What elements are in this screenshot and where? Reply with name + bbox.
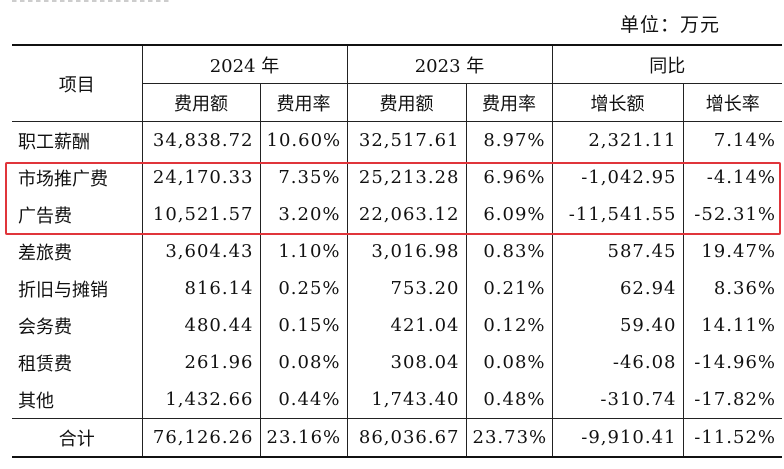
growth-value: -14.96%: [682, 344, 782, 381]
growth-value: -11.52%: [682, 418, 782, 458]
growth-value: 8.36%: [682, 270, 782, 307]
increase-value: -46.08: [551, 344, 684, 381]
amount-2024: 76,126.26: [141, 418, 261, 458]
increase-value: 587.45: [551, 233, 684, 270]
increase-value: -310.74: [551, 381, 684, 419]
table-row: 差旅费 3,604.43 1.10% 3,016.98 0.83% 587.45…: [12, 233, 782, 270]
rate-2024: 0.44%: [259, 381, 348, 419]
rate-2024: 7.35%: [259, 159, 348, 196]
amount-2023: 32,517.61: [346, 121, 467, 159]
amount-2023: 1,743.40: [346, 381, 467, 419]
rate-2024: 0.08%: [259, 344, 348, 381]
rate-2023-header: 费用率: [465, 83, 553, 122]
table-row: 租赁费 261.96 0.08% 308.04 0.08% -46.08 -14…: [12, 344, 782, 381]
total-label: 合计: [12, 418, 143, 458]
table-row: 广告费 10,521.57 3.20% 22,063.12 6.09% -11,…: [12, 196, 782, 233]
growth-value: 7.14%: [682, 121, 782, 159]
amount-2024: 480.44: [141, 307, 261, 344]
amount-2023: 86,036.67: [346, 418, 467, 458]
rate-2023: 6.96%: [465, 159, 553, 196]
amount-2024: 10,521.57: [141, 196, 261, 233]
rate-2023: 6.09%: [465, 196, 553, 233]
rate-2024: 0.25%: [259, 270, 348, 307]
year-2024-header: 2024 年: [141, 44, 348, 84]
amount-2023: 25,213.28: [346, 159, 467, 196]
row-item: 市场推广费: [12, 159, 143, 196]
table-row: 其他 1,432.66 0.44% 1,743.40 0.48% -310.74…: [12, 381, 782, 419]
year-2023-header: 2023 年: [346, 44, 553, 84]
rate-2024-header: 费用率: [259, 83, 348, 122]
rate-2023: 8.97%: [465, 121, 553, 159]
cropped-heading-remnant: [12, 0, 172, 2]
increase-value: -1,042.95: [551, 159, 684, 196]
table-row: 折旧与摊销 816.14 0.25% 753.20 0.21% 62.94 8.…: [12, 270, 782, 307]
amount-2023: 3,016.98: [346, 233, 467, 270]
table-row: 职工薪酬 34,838.72 10.60% 32,517.61 8.97% 2,…: [12, 121, 782, 159]
header-row-years: 项目 2024 年 2023 年 同比: [12, 44, 782, 122]
header-row-metrics: 费用额 费用率 费用额 费用率 增长额 增长率: [12, 83, 782, 122]
increase-value: -11,541.55: [551, 196, 684, 233]
amount-2024: 24,170.33: [141, 159, 261, 196]
row-item: 差旅费: [12, 233, 143, 270]
rate-2023: 0.12%: [465, 307, 553, 344]
rate-2024: 10.60%: [259, 121, 348, 159]
row-item: 职工薪酬: [12, 121, 143, 159]
growth-value: -4.14%: [682, 159, 782, 196]
row-item: 租赁费: [12, 344, 143, 381]
amount-2023-header: 费用额: [346, 83, 467, 122]
expense-table: 项目 2024 年 2023 年 同比 费用额 费用率 费用额 费用率 增长额 …: [12, 44, 782, 458]
amount-2024: 34,838.72: [141, 121, 261, 159]
rate-2024: 3.20%: [259, 196, 348, 233]
amount-2023: 308.04: [346, 344, 467, 381]
growth-value: 14.11%: [682, 307, 782, 344]
increase-value: -9,910.41: [551, 418, 684, 458]
amount-2024-header: 费用额: [142, 83, 261, 122]
increase-value: 2,321.11: [551, 121, 684, 159]
rate-2023: 0.48%: [465, 381, 553, 419]
increase-header: 增长额: [551, 83, 684, 122]
yoy-header: 同比: [551, 44, 782, 84]
item-header: 项目: [12, 44, 143, 122]
rate-2023: 0.21%: [465, 270, 553, 307]
growth-value: 19.47%: [682, 233, 782, 270]
total-row: 合计 76,126.26 23.16% 86,036.67 23.73% -9,…: [12, 418, 782, 458]
rate-2023: 0.83%: [465, 233, 553, 270]
amount-2024: 1,432.66: [141, 381, 261, 419]
increase-value: 62.94: [551, 270, 684, 307]
amount-2023: 753.20: [346, 270, 467, 307]
table-row: 市场推广费 24,170.33 7.35% 25,213.28 6.96% -1…: [12, 159, 782, 196]
row-item: 会务费: [12, 307, 143, 344]
table-row: 会务费 480.44 0.15% 421.04 0.12% 59.40 14.1…: [12, 307, 782, 344]
amount-2024: 3,604.43: [141, 233, 261, 270]
row-item: 其他: [12, 381, 143, 419]
rate-2024: 23.16%: [259, 418, 348, 458]
rate-2023: 23.73%: [465, 418, 553, 458]
unit-label: 单位：万元: [619, 14, 720, 36]
increase-value: 59.40: [551, 307, 684, 344]
growth-value: -52.31%: [682, 196, 782, 233]
row-item: 折旧与摊销: [12, 270, 143, 307]
rate-2024: 0.15%: [259, 307, 348, 344]
amount-2023: 421.04: [346, 307, 467, 344]
growth-header: 增长率: [682, 83, 782, 122]
growth-value: -17.82%: [682, 381, 782, 419]
amount-2023: 22,063.12: [346, 196, 467, 233]
amount-2024: 261.96: [141, 344, 261, 381]
rate-2023: 0.08%: [465, 344, 553, 381]
rate-2024: 1.10%: [259, 233, 348, 270]
row-item: 广告费: [12, 196, 143, 233]
amount-2024: 816.14: [141, 270, 261, 307]
